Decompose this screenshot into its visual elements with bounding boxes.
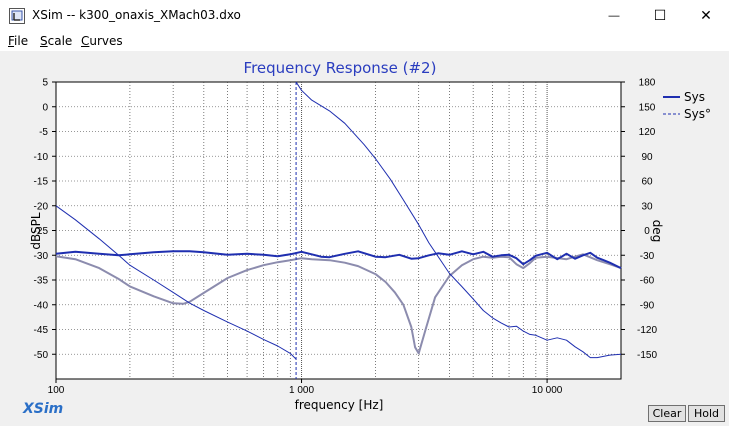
series-line-sys bbox=[55, 250, 622, 270]
menu-bar: File Scale Curves bbox=[0, 31, 729, 51]
y2-tick-label: -90 bbox=[640, 300, 655, 311]
x-axis-label: frequency [Hz] bbox=[295, 398, 384, 412]
window-title: XSim -- k300_onaxis_XMach03.dxo bbox=[32, 8, 241, 22]
minimize-button[interactable]: — bbox=[591, 0, 637, 31]
chart-area: 5 0 -5 -10 -15 -20 -25 -30 -35 -40 -45 -50 180 150 120… bbox=[0, 51, 729, 426]
xsim-brand: XSim bbox=[22, 401, 63, 417]
y2-tick-label: -60 bbox=[640, 276, 655, 287]
y-tick-label: -20 bbox=[34, 201, 49, 212]
close-button[interactable]: ✕ bbox=[683, 0, 729, 31]
y-tick-label: -10 bbox=[34, 152, 49, 163]
legend-label-sys: Sys bbox=[684, 90, 705, 104]
y2-tick-label: -120 bbox=[637, 325, 657, 336]
menu-scale[interactable]: Scale bbox=[40, 34, 73, 48]
y-tick-label: -30 bbox=[34, 251, 49, 262]
y2-tick-label: -150 bbox=[637, 350, 657, 361]
y2-tick-label: 180 bbox=[639, 78, 656, 89]
title-bar: XSim -- k300_onaxis_XMach03.dxo — ☐ ✕ bbox=[0, 0, 729, 31]
y-tick-label: -50 bbox=[34, 350, 49, 361]
y2-tick-label: 60 bbox=[641, 177, 653, 188]
y2-tick-label: 150 bbox=[639, 102, 656, 113]
y-tick-label: -15 bbox=[34, 177, 49, 188]
y2-tick-label: 0 bbox=[644, 226, 650, 237]
menu-curves[interactable]: Curves bbox=[81, 34, 123, 48]
y-axis-label: dBSPL bbox=[29, 212, 43, 249]
y2-tick-label: 90 bbox=[641, 152, 653, 163]
x-tick-label: 100 bbox=[48, 385, 65, 396]
y-tick-label: -25 bbox=[34, 226, 49, 237]
minimize-icon: — bbox=[608, 9, 620, 22]
clear-button[interactable]: Clear bbox=[648, 405, 686, 422]
y-tick-label: -5 bbox=[39, 127, 48, 138]
legend: Sys Sys° bbox=[663, 90, 711, 121]
y-tick-label: -40 bbox=[34, 300, 49, 311]
maximize-button[interactable]: ☐ bbox=[637, 0, 683, 31]
x-tick-label: 10 000 bbox=[532, 385, 563, 396]
chart-title: Frequency Response (#2) bbox=[244, 59, 437, 77]
xsim-app-icon bbox=[9, 8, 25, 24]
y-tick-label: 0 bbox=[42, 102, 48, 113]
y-tick-label: -35 bbox=[34, 276, 49, 287]
legend-label-sys-phase: Sys° bbox=[684, 107, 711, 121]
y2-axis-label: deg bbox=[650, 220, 664, 243]
close-icon: ✕ bbox=[700, 7, 712, 23]
hold-button[interactable]: Hold bbox=[688, 405, 725, 422]
frequency-response-chart: 5 0 -5 -10 -15 -20 -25 -30 -35 -40 -45 -50 180 150 120… bbox=[22, 59, 711, 417]
y2-tick-label: 30 bbox=[641, 201, 653, 212]
y-tick-label: -45 bbox=[34, 325, 49, 336]
series-line-sys-phase bbox=[295, 81, 622, 359]
maximize-icon: ☐ bbox=[653, 7, 667, 23]
x-tick-label: 1 000 bbox=[289, 385, 314, 396]
y2-tick-label: -30 bbox=[640, 251, 655, 262]
y2-tick-label: 120 bbox=[639, 127, 656, 138]
series-line-phase-low bbox=[55, 205, 297, 360]
series-line-secondary bbox=[55, 253, 622, 355]
menu-file[interactable]: File bbox=[8, 34, 29, 48]
y-tick-label: 5 bbox=[42, 78, 48, 89]
